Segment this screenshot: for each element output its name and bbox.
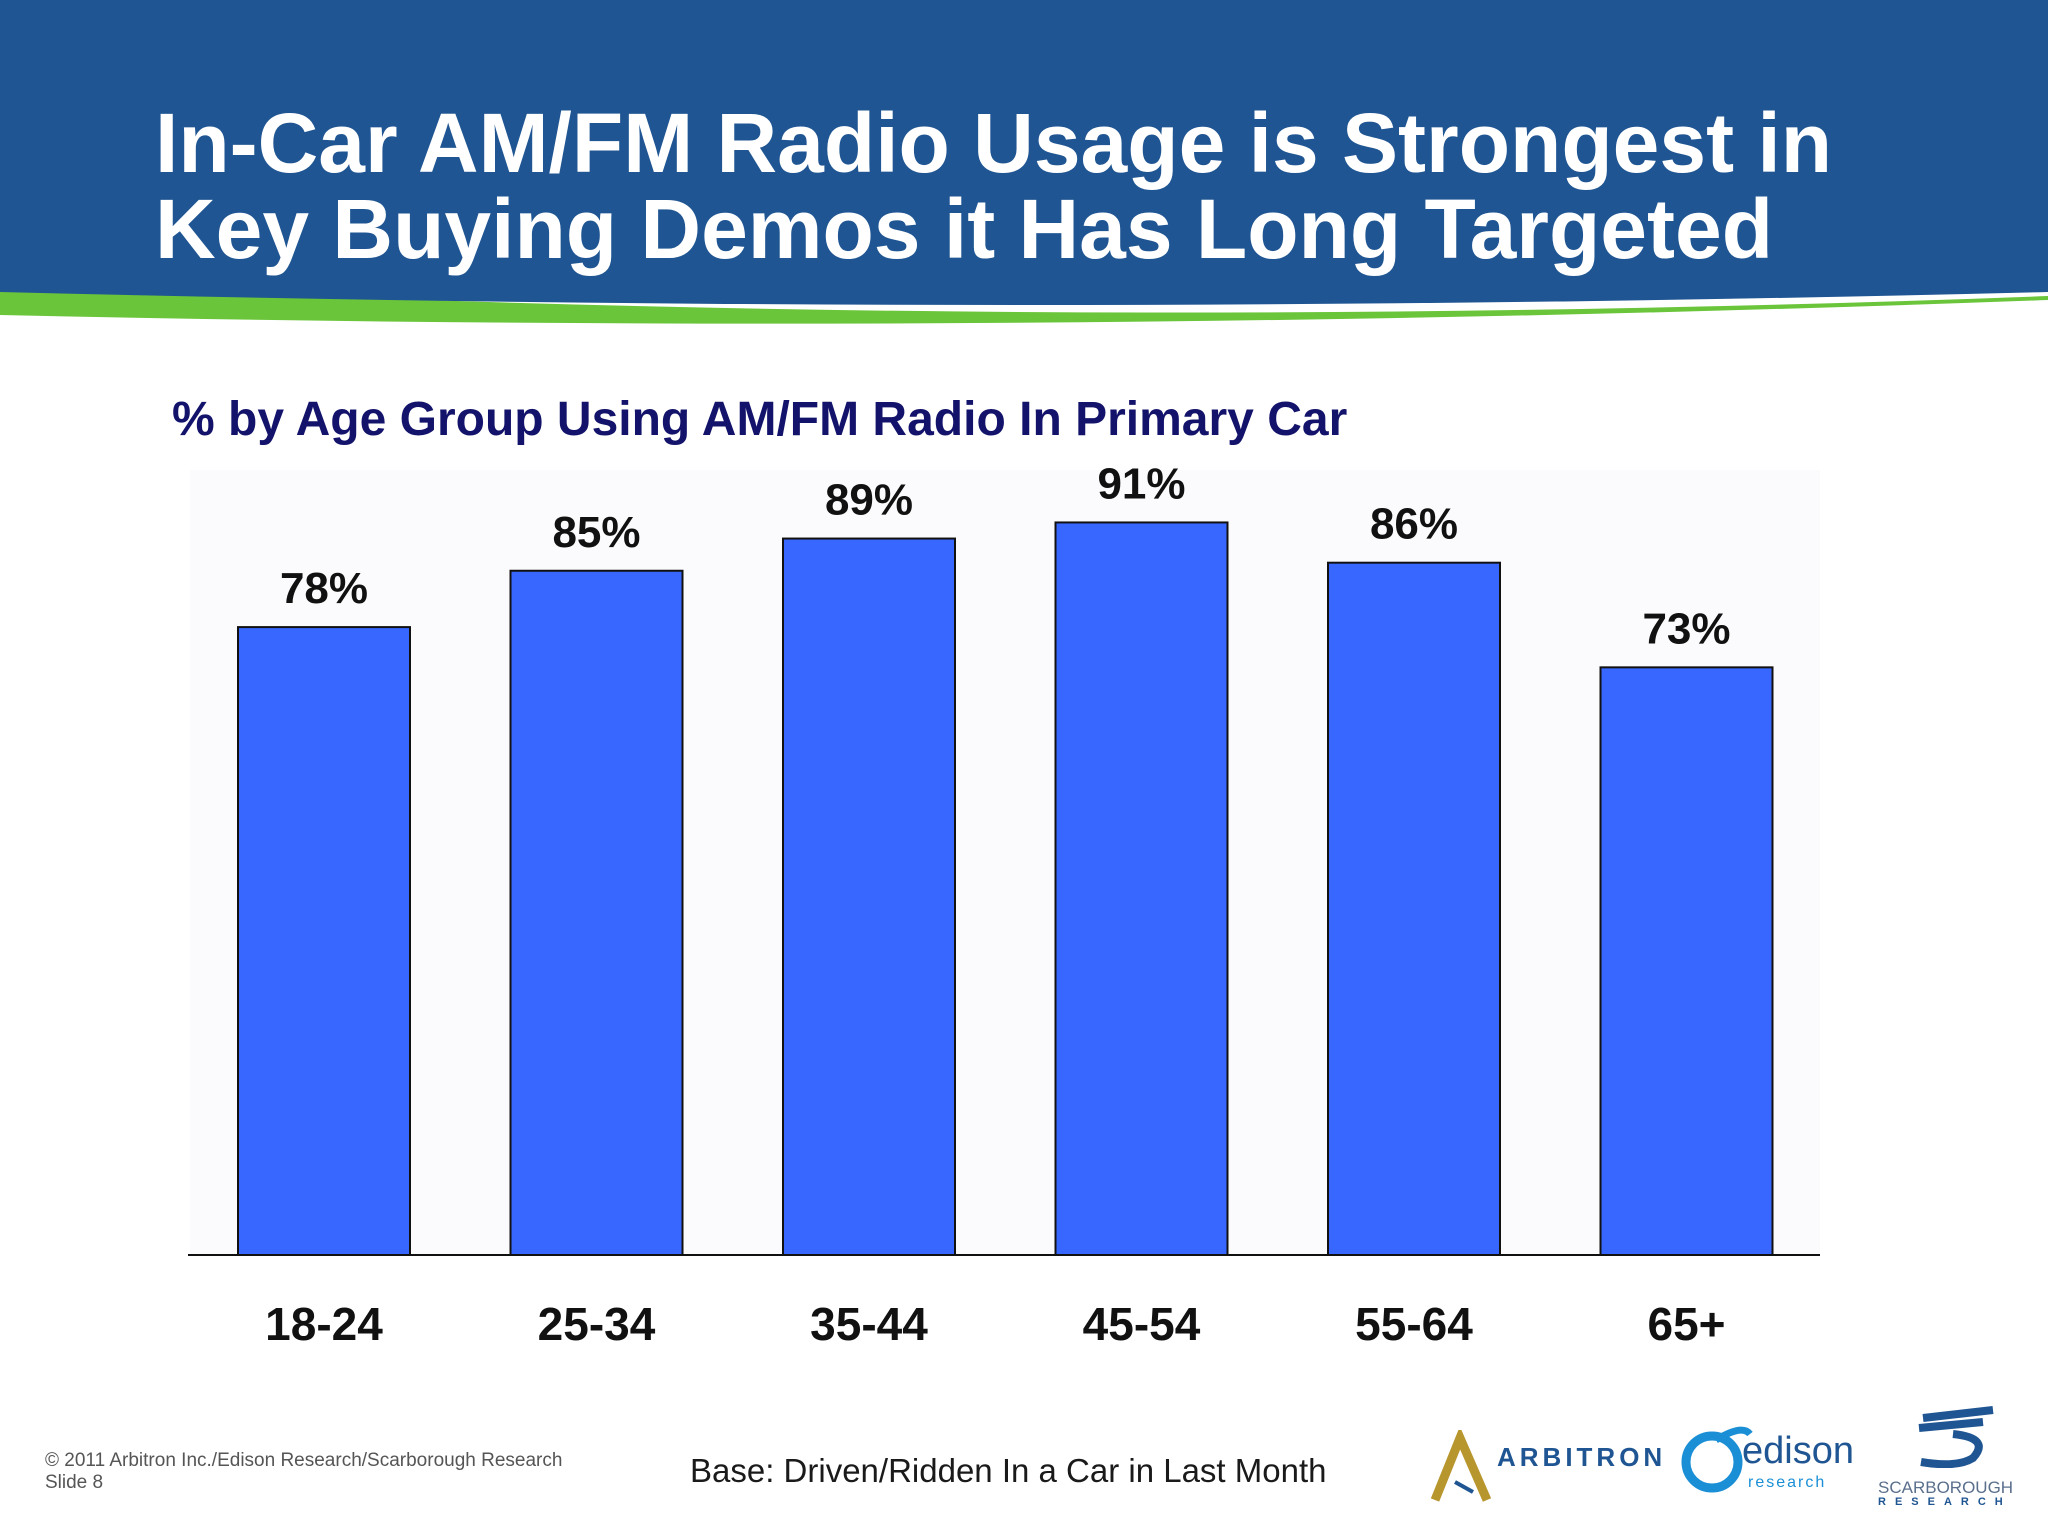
scarborough-wordmark: SCARBOROUGH	[1878, 1478, 2014, 1497]
arbitron-a-icon	[1430, 1430, 1492, 1502]
bar-65+	[1599, 666, 1774, 1256]
edison-wordmark: edison	[1742, 1430, 1854, 1472]
bar-55-64	[1327, 561, 1501, 1256]
slide-number: Slide 8	[45, 1472, 104, 1493]
edison-subtext: research	[1748, 1474, 1827, 1491]
data-label-25-34: 85%	[552, 508, 640, 557]
edison-ring-icon	[1681, 1426, 1753, 1493]
header-blue-band	[0, 0, 2048, 305]
chart-subtitle: % by Age Group Using AM/FM Radio In Prim…	[172, 393, 1348, 446]
slide-title: In-Car AM/FM Radio Usage is Strongest in…	[155, 100, 1955, 272]
bar-25-34	[509, 569, 684, 1256]
category-label-45-54: 45-54	[1083, 1298, 1201, 1350]
base-note: Base: Driven/Ridden In a Car in Last Mon…	[690, 1452, 1327, 1489]
category-label-35-44: 35-44	[810, 1298, 928, 1350]
scarborough-logo: SCARBOROUGH RESEARCH	[1875, 1404, 2025, 1508]
scarborough-subtext: RESEARCH	[1878, 1496, 2012, 1508]
slide-title-line2: Key Buying Demos it Has Long Targeted	[155, 182, 1774, 276]
header-banner	[0, 0, 2048, 340]
arbitron-logo: ARBITRON	[1425, 1430, 1665, 1505]
data-label-65+: 73%	[1642, 604, 1730, 653]
copyright-text: © 2011 Arbitron Inc./Edison Research/Sca…	[45, 1450, 563, 1471]
bar-45-54	[1054, 521, 1229, 1256]
category-label-18-24: 18-24	[265, 1298, 383, 1350]
category-label-25-34: 25-34	[538, 1298, 656, 1350]
arbitron-wordmark: ARBITRON	[1497, 1442, 1667, 1472]
data-label-45-54: 91%	[1097, 459, 1185, 508]
data-label-35-44: 89%	[825, 476, 913, 525]
bar-chart: 78% 18-24 85% 25-34 89% 35-44 91% 45-54 86% 55-64…	[188, 459, 1820, 1350]
scarborough-s-icon	[1918, 1406, 1994, 1468]
edison-logo: edison research	[1676, 1420, 1856, 1500]
footer-copyright: © 2011 Arbitron Inc./Edison Research/Sca…	[45, 1450, 562, 1494]
bar-18-24	[237, 626, 411, 1256]
data-label-55-64: 86%	[1370, 500, 1458, 549]
plot-area	[190, 470, 1820, 1255]
slide-title-line1: In-Car AM/FM Radio Usage is Strongest in	[155, 96, 1833, 190]
header-white-cut	[0, 300, 2048, 340]
category-label-55-64: 55-64	[1355, 1298, 1473, 1350]
category-label-65+: 65+	[1647, 1298, 1725, 1350]
bar-35-44	[782, 537, 956, 1256]
data-label-18-24: 78%	[280, 564, 368, 613]
